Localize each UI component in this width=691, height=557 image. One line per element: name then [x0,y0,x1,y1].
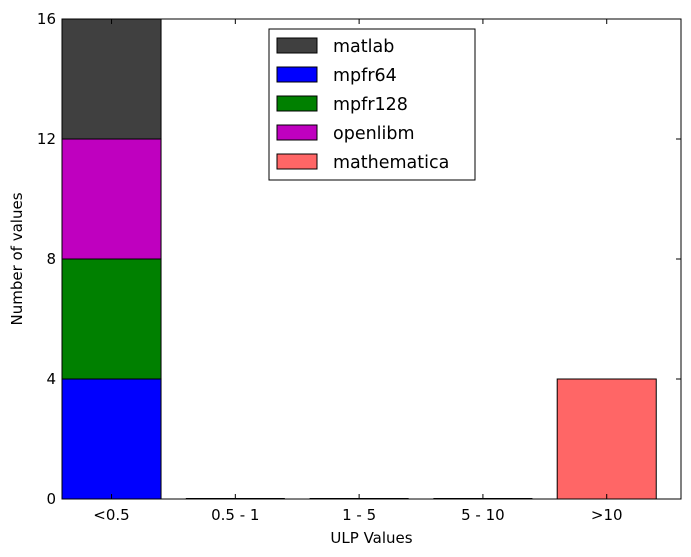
legend-swatch-mathematica [276,153,318,170]
legend-label-mpfr64: mpfr64 [333,66,397,86]
axis-ticks: 0 4 8 12 16 <0.5 0.5 - 1 1 - 5 5 - 10 >10 [37,10,681,524]
y-axis-label: Number of values [8,192,26,325]
y-tick-label: 0 [46,490,56,508]
bar-matlab-0 [61,18,162,140]
legend-swatch-mpfr64 [276,66,318,83]
legend: matlab mpfr64 mpfr128 openlibm mathematica [268,28,476,181]
x-axis-label: ULP Values [330,529,412,547]
y-tick-label: 4 [46,370,56,388]
legend-swatch-matlab [276,37,318,54]
y-tick-label: 12 [37,130,56,148]
bar-mathematica-4 [556,378,657,500]
legend-label-openlibm: openlibm [333,124,415,144]
legend-label-matlab: matlab [333,37,394,57]
x-tick-label: <0.5 [93,506,129,524]
bar-mpfr128-0 [61,258,162,380]
bar-mpfr64-0 [61,378,162,500]
legend-swatch-openlibm [276,124,318,141]
x-tick-label: >10 [591,506,623,524]
x-tick-label: 1 - 5 [342,506,376,524]
legend-label-mathematica: mathematica [333,153,449,173]
y-tick-label: 16 [37,10,56,28]
x-tick-label: 5 - 10 [461,506,505,524]
y-tick-label: 8 [46,250,56,268]
legend-label-mpfr128: mpfr128 [333,95,408,115]
x-tick-label: 0.5 - 1 [211,506,259,524]
legend-swatch-mpfr128 [276,95,318,112]
bar-openlibm-0 [61,138,162,260]
bars-layer [61,18,657,500]
